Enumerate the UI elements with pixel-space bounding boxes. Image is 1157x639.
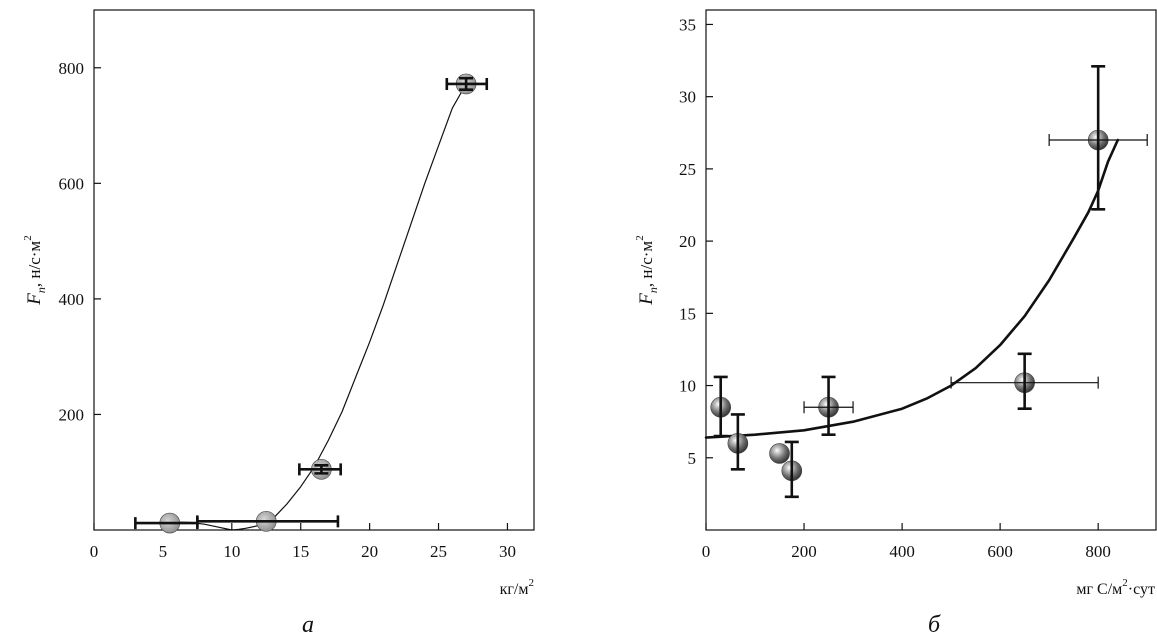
y-tick-label: 15 bbox=[679, 304, 696, 323]
y-axis-label: Fn, н/с·м2 bbox=[22, 235, 48, 305]
data-point-group bbox=[445, 73, 489, 95]
plot-frame bbox=[93, 9, 535, 531]
x-tick-label: 0 bbox=[702, 542, 711, 561]
x-error-bar bbox=[298, 463, 342, 476]
y-tick-label: 10 bbox=[679, 377, 696, 396]
data-point bbox=[769, 443, 790, 464]
y-tick-label: 200 bbox=[59, 405, 85, 424]
y-error-bar bbox=[314, 463, 329, 475]
y-tick-label: 400 bbox=[59, 290, 85, 309]
y-axis-label: Fn, н/с·м2 bbox=[634, 235, 660, 305]
data-point-group bbox=[196, 511, 340, 532]
y-tick-label: 35 bbox=[679, 15, 696, 34]
y-error-bar bbox=[784, 440, 799, 499]
x-tick-label: 200 bbox=[791, 542, 817, 561]
y-error-bar bbox=[730, 413, 745, 471]
panel-caption: б bbox=[928, 612, 941, 638]
panel-caption: a bbox=[302, 612, 314, 638]
y-tick-label: 600 bbox=[59, 174, 85, 193]
y-error-bar bbox=[713, 375, 728, 438]
data-point-group bbox=[950, 352, 1099, 410]
x-tick-label: 30 bbox=[499, 542, 516, 561]
y-error-bar bbox=[1091, 65, 1106, 211]
data-point-group bbox=[769, 443, 790, 464]
x-axis-label: кг/м2 bbox=[500, 577, 534, 598]
data-point-group bbox=[1048, 65, 1148, 211]
y-error-bar bbox=[1017, 352, 1032, 410]
y-tick-label: 800 bbox=[59, 59, 85, 78]
x-tick-label: 25 bbox=[430, 542, 447, 561]
panel-b: 0 200 400 600 800 5 10 15 20 25 30 35 мг С/м2·сут Fn,… bbox=[634, 9, 1157, 638]
x-tick-label: 5 bbox=[159, 542, 168, 561]
data-point-group bbox=[803, 375, 854, 436]
x-axis-label: мг С/м2·сут bbox=[1076, 577, 1155, 598]
data-point-group bbox=[781, 440, 803, 499]
x-error-bar bbox=[196, 515, 340, 528]
y-tick-label: 5 bbox=[688, 449, 697, 468]
panel-a: 0 5 10 15 20 25 30 200 400 600 800 кг/м2 Fn, н/с·м2 a bbox=[22, 9, 535, 638]
x-tick-label: 800 bbox=[1085, 542, 1111, 561]
y-tick-label: 20 bbox=[679, 232, 696, 251]
x-tick-label: 10 bbox=[223, 542, 240, 561]
data-point-group bbox=[298, 459, 342, 480]
x-tick-label: 0 bbox=[90, 542, 99, 561]
fit-curve bbox=[704, 138, 1120, 439]
y-error-bar bbox=[821, 375, 836, 436]
x-tick-label: 400 bbox=[889, 542, 915, 561]
x-tick-label: 600 bbox=[987, 542, 1013, 561]
data-point-group bbox=[710, 375, 732, 438]
plot-frame bbox=[705, 9, 1157, 531]
y-error-bar bbox=[459, 76, 474, 92]
data-point-group bbox=[727, 413, 749, 471]
y-tick-label: 25 bbox=[679, 160, 696, 179]
y-tick-label: 30 bbox=[679, 88, 696, 107]
x-tick-label: 15 bbox=[292, 542, 309, 561]
x-tick-label: 20 bbox=[361, 542, 378, 561]
